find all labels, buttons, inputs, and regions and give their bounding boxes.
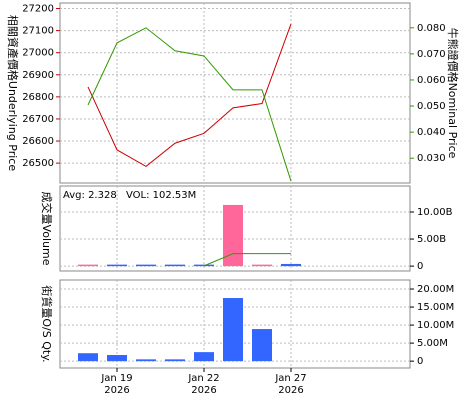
y2-tick-label: 0.080	[417, 23, 446, 34]
y2-axis-label: 牛熊證價格Nominal Price	[446, 28, 460, 159]
x-tick-label: Jan 19	[100, 373, 132, 384]
bar	[78, 353, 98, 362]
bar	[107, 355, 127, 362]
bar	[223, 298, 243, 362]
x-tick-label: Jan 22	[187, 373, 219, 384]
y2-tick-label: 0.050	[417, 101, 446, 112]
bar	[223, 204, 243, 267]
x-tick-year: 2026	[104, 385, 129, 396]
annotation: Avg: 2.328	[63, 190, 117, 201]
y-tick-label: 26600	[22, 136, 54, 147]
y-tick-label: 5.00M	[417, 338, 448, 349]
y-tick-label: 20.00M	[417, 284, 454, 295]
y-tick-label: 0	[417, 356, 423, 367]
bar	[252, 329, 272, 362]
y2-tick-label: 0.070	[417, 49, 446, 60]
y-tick-label: 5.00B	[417, 234, 446, 245]
y-axis-label: 街貨量O/S Qty.	[40, 285, 54, 362]
x-tick-label: Jan 27	[274, 373, 306, 384]
bar	[107, 264, 127, 267]
y-tick-label: 27100	[22, 26, 54, 37]
y-tick-label: 26500	[22, 158, 54, 169]
bar	[136, 359, 156, 362]
y2-tick-label: 0.040	[417, 127, 446, 138]
y-tick-label: 27000	[22, 48, 54, 59]
bar	[165, 359, 185, 362]
line-series	[87, 27, 292, 182]
panel-frame	[59, 2, 411, 184]
y-tick-label: 0	[417, 261, 423, 272]
bar	[281, 263, 301, 267]
y-tick-label: 10.00M	[417, 320, 454, 331]
bar	[165, 264, 185, 267]
x-tick-year: 2026	[191, 385, 216, 396]
y-tick-label: 26900	[22, 70, 54, 81]
bar	[136, 264, 156, 267]
bar	[252, 264, 272, 267]
x-tick-year: 2026	[278, 385, 303, 396]
panel-frame	[59, 279, 411, 369]
bar	[194, 352, 214, 362]
y-tick-label: 15.00M	[417, 302, 454, 313]
bar	[78, 264, 98, 267]
y-axis-label: 相關資產價格Underlying Price	[6, 15, 20, 171]
y2-tick-label: 0.030	[417, 153, 446, 164]
panel-frame	[59, 185, 411, 272]
avg-line	[203, 253, 291, 267]
annotation: VOL: 102.53M	[126, 190, 196, 201]
y-tick-label: 26800	[22, 92, 54, 103]
line-series	[87, 23, 292, 168]
y2-tick-label: 0.060	[417, 75, 446, 86]
y-axis-label: 成交量Volume	[40, 192, 54, 266]
y-tick-label: 27200	[22, 4, 54, 15]
y-tick-label: 10.00B	[417, 207, 453, 218]
y-tick-label: 26700	[22, 114, 54, 125]
